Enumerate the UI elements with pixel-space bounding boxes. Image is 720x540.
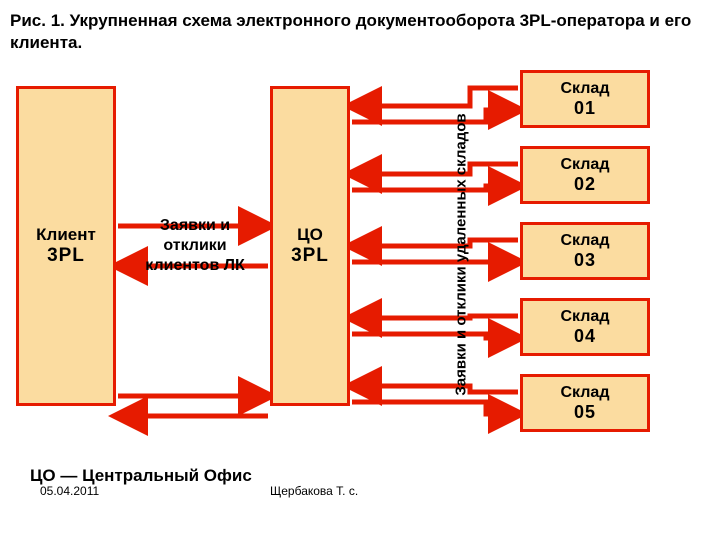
- client-box: Клиент 3PL: [16, 86, 116, 406]
- date-text: 05.04.2011: [40, 484, 99, 498]
- warehouse-label: Склад: [561, 80, 610, 98]
- warehouse-box-04: Склад 04: [520, 298, 650, 356]
- warehouse-label: Склад: [561, 384, 610, 402]
- warehouse-label: Склад: [561, 232, 610, 250]
- warehouse-box-05: Склад 05: [520, 374, 650, 432]
- requests-responses-label: Заявки и отклики клиентов ЛК: [130, 216, 260, 276]
- warehouse-box-01: Склад 01: [520, 70, 650, 128]
- warehouse-label: Склад: [561, 156, 610, 174]
- center-code: 3PL: [291, 245, 329, 267]
- author-text: Щербакова Т. с.: [270, 484, 358, 498]
- warehouse-number: 02: [574, 174, 596, 195]
- vertical-label: Заявки и отклики удаленных складов: [453, 114, 470, 396]
- figure-title: Рис. 1. Укрупненная схема электронного д…: [10, 10, 710, 54]
- client-code: 3PL: [47, 245, 85, 267]
- warehouse-number: 03: [574, 250, 596, 271]
- warehouse-number: 01: [574, 98, 596, 119]
- warehouse-label: Склад: [561, 308, 610, 326]
- diagram-canvas: Клиент 3PL Заявки и отклики клиентов ЛК …: [10, 66, 690, 506]
- footnote-definition: ЦО — Центральный Офис: [30, 466, 252, 486]
- client-label: Клиент: [36, 225, 96, 245]
- center-label: ЦО: [297, 225, 323, 245]
- warehouse-number: 04: [574, 326, 596, 347]
- warehouse-number: 05: [574, 402, 596, 423]
- central-office-box: ЦО 3PL: [270, 86, 350, 406]
- warehouse-box-03: Склад 03: [520, 222, 650, 280]
- warehouse-box-02: Склад 02: [520, 146, 650, 204]
